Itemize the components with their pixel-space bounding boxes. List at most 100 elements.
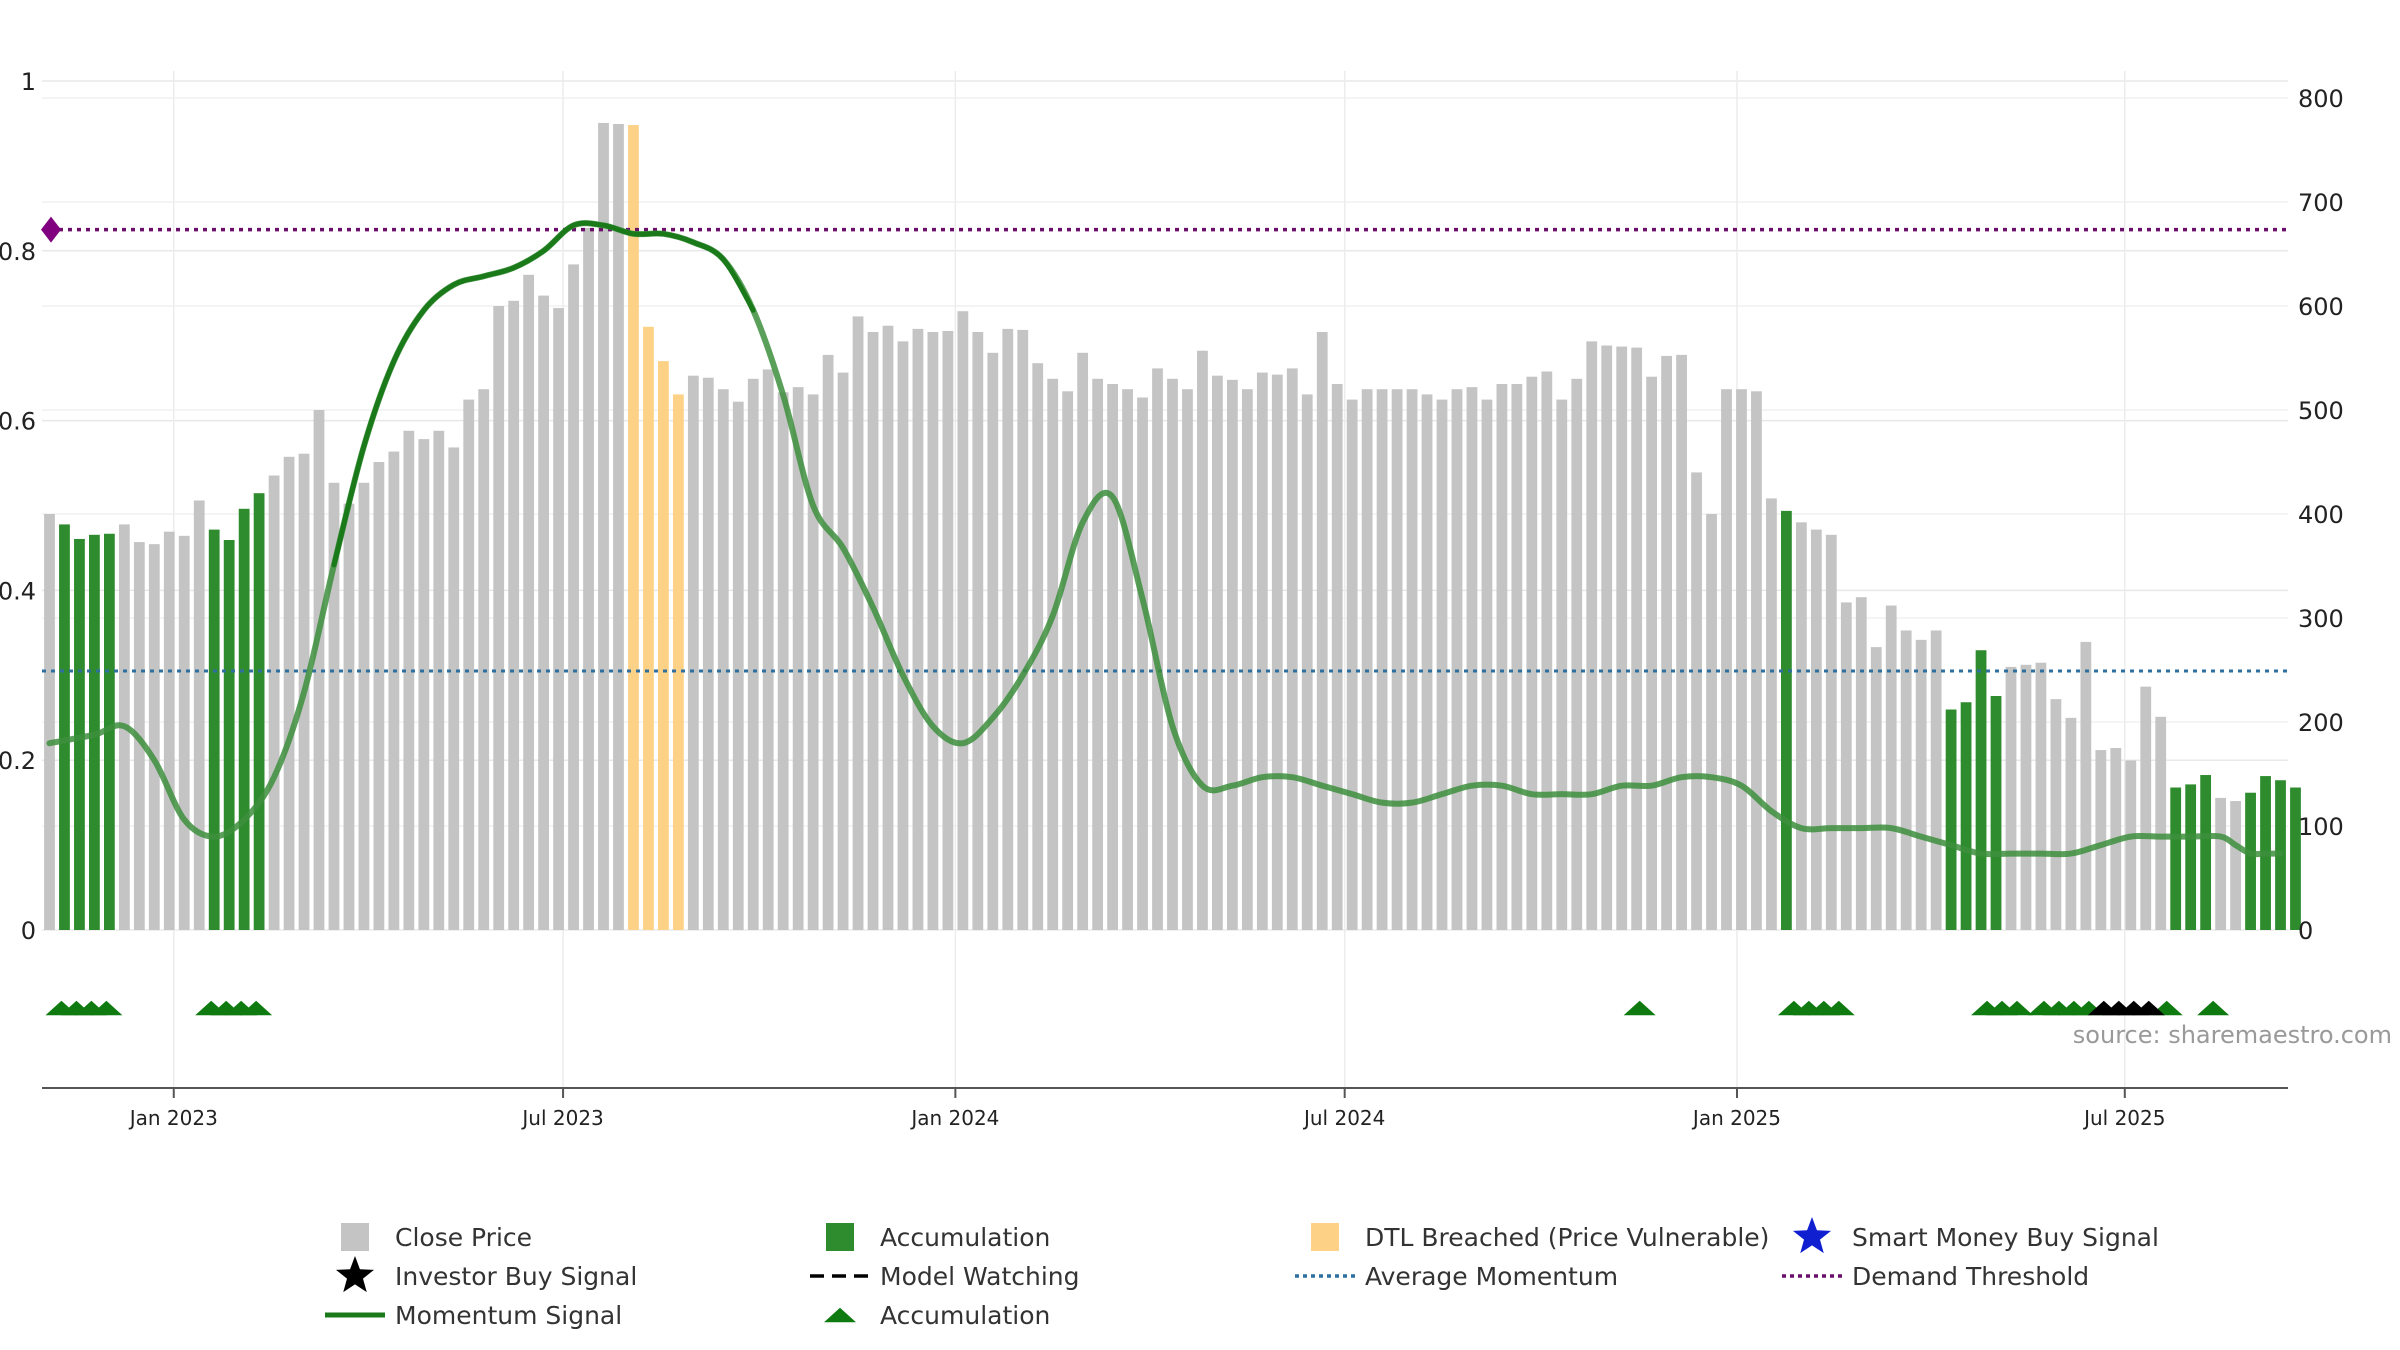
price-bar [672,394,684,930]
price-bar [523,274,535,930]
price-bar [1301,394,1313,930]
price-bar [1017,329,1029,930]
right-axis-tick-label: 400 [2298,501,2344,529]
x-axis-tick-label: Jan 2023 [128,1106,218,1130]
price-bar [687,375,699,930]
price-bar [1212,375,1223,930]
price-bar [238,508,250,930]
price-bar [2140,686,2152,930]
price-bar [313,410,325,930]
price-bar [1496,384,1508,930]
price-bar [1002,328,1014,930]
price-bar [2080,641,2092,930]
right-axis-tick-label: 0 [2298,917,2313,945]
left-axis-tick-label: 1 [21,68,36,96]
price-bar [193,500,205,930]
price-bar [1481,399,1493,931]
price-bar [358,482,370,930]
price-bar [643,326,654,930]
price-bar [792,387,804,930]
x-axis-tick-label: Jan 2025 [1691,1106,1781,1130]
demand-threshold-diamond [41,216,61,243]
legend-marker-star [1792,1217,1832,1254]
price-bar [268,475,280,930]
price-bar [912,328,924,930]
signal-markers [45,1000,2230,1016]
price-bar [538,295,549,931]
price-bar [1152,368,1163,930]
price-bar [867,332,879,930]
price-bar [74,538,85,930]
legend: Close Price Accumulation DTL Breached (Pri… [325,1217,2159,1330]
legend-marker-star [335,1256,375,1293]
price-bar [1795,522,1807,930]
price-bar [388,451,400,930]
price-bar [283,456,295,930]
price-bar [253,493,265,930]
price-bar [1256,372,1268,930]
left-axis-tick-label: 0.8 [0,238,36,266]
accumulation-marker [1822,1000,1855,1016]
left-axis-tick-label: 0.2 [0,747,36,775]
left-axis-tick-label: 0 [21,917,36,945]
price-bar [1406,389,1418,930]
price-bar [1062,391,1074,930]
price-bar [328,482,340,930]
price-bar [1631,347,1643,931]
price-bar [1870,647,1882,930]
momentum-signal-strong-segment [331,220,756,568]
price-bar [448,447,460,930]
legend-label: Close Price [395,1223,532,1252]
price-bar [1466,387,1478,930]
price-bar [1571,378,1583,930]
signal-lines [41,216,2288,858]
price-bar [553,308,564,931]
price-bar [433,430,445,930]
price-bar [717,389,729,930]
price-bar [2245,792,2256,930]
price-bar [1286,368,1298,930]
price-bar [1421,394,1433,930]
investor-buy-marker [2132,1000,2165,1016]
price-bar [822,354,834,930]
price-bar [1361,389,1373,930]
price-bar [493,306,505,930]
price-bar [972,332,984,930]
price-bar [628,125,639,931]
price-bar [762,369,774,930]
price-bar [598,122,609,930]
price-bar [418,439,430,930]
right-axis-tick-label: 600 [2298,293,2344,321]
price-bar [1122,389,1133,930]
price-bar [613,124,624,930]
price-bar [747,378,759,930]
price-bar [59,524,70,930]
price-bar [942,330,954,931]
price-bar [1840,602,1852,930]
price-bar [223,540,235,930]
price-bar [1391,389,1403,930]
price-bar [103,533,115,930]
price-bar [777,392,789,930]
price-bar [583,228,594,930]
price-bar [1092,378,1104,930]
legend-label: DTL Breached (Price Vulnerable) [1365,1223,1769,1252]
price-bar [1781,510,1792,930]
axes: 0 0.2 0.4 0.6 0.8 1 0 100 200 300 400 500 600 700 800 J… [0,68,2344,1130]
price-bar [178,535,190,930]
price-bar [2035,662,2047,930]
right-axis-tick-label: 100 [2298,813,2344,841]
price-bar [1736,389,1747,930]
price-bar [1556,399,1568,931]
price-bar [1661,355,1672,930]
legend-label: Investor Buy Signal [395,1262,637,1291]
price-bar [1691,472,1702,930]
legend-label: Demand Threshold [1852,1262,2089,1291]
accumulation-marker [2197,1000,2230,1016]
price-bar [2050,699,2062,930]
price-bar [1107,384,1118,930]
right-axis-tick-label: 200 [2298,709,2344,737]
price-bar [927,332,939,930]
price-bar [508,300,520,930]
legend-marker-square [1311,1223,1339,1251]
